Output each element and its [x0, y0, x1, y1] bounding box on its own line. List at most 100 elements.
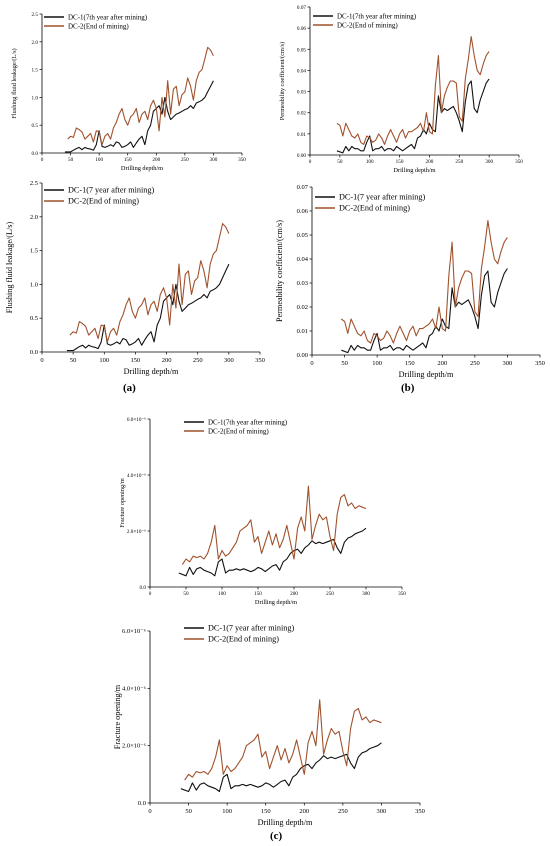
y-tick-label: 0.05	[297, 47, 306, 53]
x-tick-label: 350	[415, 808, 425, 815]
x-tick-label: 50	[70, 357, 77, 364]
x-tick-label: 100	[95, 157, 103, 163]
y-tick-label: 0.04	[297, 68, 306, 74]
series-line-1	[178, 527, 367, 577]
y-tick-label: 0.02	[297, 304, 308, 311]
chart-c-top: 0 50 100 150 200 250 300 350 0.0 2.0×10⁻⁶ 4.0×10⁻⁶…	[119, 417, 406, 606]
x-tick-label: 200	[290, 591, 298, 597]
x-tick-label: 0	[309, 159, 312, 165]
y-tick-label: 4.0×10⁻⁶	[122, 685, 146, 692]
x-axis-title: Drilling depth/m	[255, 599, 297, 606]
chart-a-large: 0 50 100 150 200 250 300 350 0.0 0.5 1.0 1.5 2.0 2.5 D…	[5, 180, 265, 376]
x-tick-label: 200	[426, 159, 434, 165]
x-axis-title: Drilling depth/m	[399, 370, 454, 379]
panel-label-b: (b)	[401, 382, 415, 394]
y-tick-label: 0.06	[297, 208, 309, 215]
panel-label-a: (a)	[123, 382, 136, 394]
y-tick-label: 1.5	[32, 68, 39, 74]
y-axis-title: Fracture opening/m	[113, 684, 122, 749]
series-line-2	[181, 485, 367, 565]
series-line-2	[67, 46, 214, 146]
y-tick-label: 0.5	[32, 123, 39, 129]
y-tick-label: 0.0	[32, 151, 39, 157]
chart-b-large: 0 50 100 150 200 250 300 350 0.00 0.01 0.02 0.03 0.0…	[275, 184, 545, 379]
y-tick-label: 0.01	[297, 328, 308, 335]
x-tick-label: 350	[398, 591, 406, 597]
x-tick-label: 250	[193, 357, 203, 364]
x-axis-title: Drilling depth/m	[124, 367, 179, 376]
series-line-2	[184, 699, 382, 781]
x-tick-label: 150	[131, 357, 141, 364]
legend-label-2: DC-2(End of mining)	[208, 635, 279, 644]
x-tick-label: 150	[124, 157, 132, 163]
series-line-2	[69, 223, 230, 343]
x-tick-label: 250	[181, 157, 189, 163]
legend-label-2: DC-2(End of mining)	[208, 428, 269, 436]
x-tick-label: 0	[41, 157, 44, 163]
x-tick-label: 250	[470, 360, 480, 367]
y-tick-label: 2.5	[30, 180, 38, 187]
y-tick-label: 0.04	[297, 256, 309, 263]
legend-label-2: DC-2(End of mining)	[68, 197, 139, 206]
x-tick-label: 150	[396, 159, 404, 165]
x-tick-label: 50	[341, 360, 348, 367]
x-axis-title: Drilling depth/m	[258, 818, 313, 827]
series-line-1	[180, 742, 382, 793]
x-tick-label: 300	[362, 591, 370, 597]
chart-a-small: 0 50 100 150 200 250 300 350 0.0 0.5 1.0 1.5 2.0 2.5 D…	[11, 12, 246, 172]
x-tick-label: 250	[326, 591, 334, 597]
legend-label-1: DC-1(7th year after mining)	[68, 14, 148, 22]
y-tick-label: 2.0×10⁻⁶	[127, 529, 146, 535]
x-tick-label: 0	[40, 357, 43, 364]
panel-label-c: (c)	[270, 830, 283, 842]
x-tick-label: 150	[405, 360, 415, 367]
x-tick-label: 250	[338, 808, 348, 815]
x-tick-label: 150	[254, 591, 262, 597]
x-tick-label: 100	[218, 591, 226, 597]
x-tick-label: 300	[377, 808, 387, 815]
y-tick-label: 0.03	[297, 280, 308, 287]
y-tick-label: 0.00	[297, 352, 308, 359]
x-tick-label: 0	[310, 360, 313, 367]
series-line-2	[340, 220, 508, 344]
y-tick-label: 0.07	[297, 5, 306, 11]
legend-label-1: DC-1(7th year after mining)	[337, 13, 417, 21]
y-tick-label: 0.5	[30, 315, 38, 322]
y-tick-label: 0.06	[297, 26, 306, 32]
legend-label-2: DC-2(End of mining)	[68, 23, 129, 31]
x-tick-label: 0	[148, 808, 151, 815]
series-line-1	[336, 78, 490, 154]
y-axis-title: Flushing fluid leakage/(L/s)	[11, 48, 18, 118]
y-tick-label: 0.00	[297, 153, 306, 159]
legend-label-2: DC-2(End of mining)	[337, 22, 398, 30]
x-axis-title: Drilling depth/m	[121, 165, 163, 172]
x-tick-label: 300	[210, 157, 218, 163]
y-axis-title: Flushing fluid leakage/(L/s)	[5, 222, 14, 314]
x-tick-label: 300	[503, 360, 513, 367]
y-tick-label: 2.0×10⁻⁶	[122, 743, 146, 750]
y-tick-label: 0.01	[297, 132, 306, 138]
legend-label-1: DC-1(7th year after mining)	[208, 419, 288, 427]
y-tick-label: 6.0×10⁻⁶	[127, 417, 146, 423]
x-axis-title: Drilling depth/m	[393, 167, 435, 174]
series-line-1	[64, 80, 214, 153]
y-axis-title: Permeability coefficient/(cm/s)	[275, 220, 284, 322]
legend-label-1: DC-1(7 year after mining)	[208, 624, 294, 633]
x-tick-label: 200	[152, 157, 160, 163]
series-line-1	[66, 263, 230, 352]
x-tick-label: 100	[366, 159, 374, 165]
chart-c-bottom: 0 50 100 150 200 250 300 350 0.0 2.0×10⁻⁶ 4.0×10⁻⁶…	[113, 624, 425, 828]
legend-label-1: DC-1(7 year after mining)	[68, 186, 154, 195]
y-tick-label: 0.05	[297, 232, 308, 239]
y-tick-label: 2.0	[32, 40, 39, 46]
x-tick-label: 200	[162, 357, 172, 364]
chart-b-small: 0 50 100 150 200 250 300 350 0.00 0.01 0.02 0.03 0.0…	[279, 5, 523, 174]
y-tick-label: 0.0	[140, 585, 147, 591]
x-tick-label: 250	[455, 159, 463, 165]
y-axis-title: Permeability coefficient/(cm/s)	[279, 42, 286, 120]
y-tick-label: 0.02	[297, 111, 306, 117]
y-tick-label: 0.0	[30, 349, 38, 356]
x-tick-label: 350	[238, 157, 246, 163]
x-tick-label: 300	[485, 159, 493, 165]
